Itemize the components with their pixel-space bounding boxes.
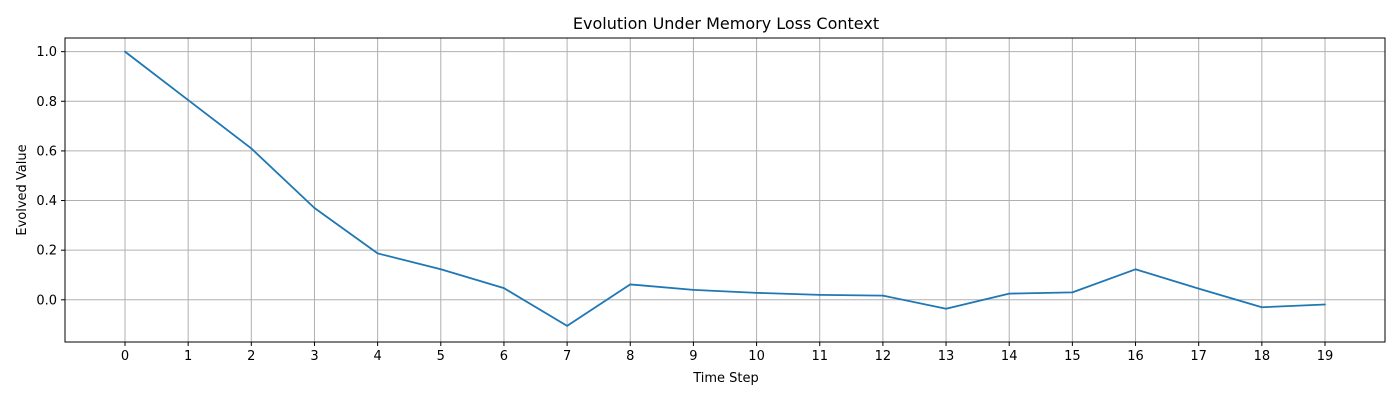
x-axis-label: Time Step [692, 371, 759, 386]
data-point [629, 283, 632, 286]
y-tick-label: 0.2 [36, 244, 57, 259]
x-tick-label: 14 [1001, 349, 1018, 364]
x-axis-ticks: 0 1 2 3 4 5 6 7 8 9 10 11 12 13 14 15 16 17 18 19 [121, 342, 1333, 364]
x-tick-label: 1 [184, 349, 192, 364]
data-point [187, 99, 190, 101]
data-point [945, 307, 947, 310]
plot-frame [64, 37, 1386, 343]
x-tick-label: 0 [121, 349, 129, 364]
y-axis-label: Evolved Value [15, 144, 30, 235]
data-point [250, 147, 253, 150]
x-tick-label: 9 [689, 349, 697, 364]
x-tick-label: 15 [1064, 349, 1081, 364]
data-point [692, 288, 695, 291]
x-tick-label: 3 [310, 349, 318, 364]
x-tick-label: 13 [938, 349, 955, 364]
x-tick-label: 11 [811, 349, 828, 364]
data-point [566, 324, 569, 327]
data-point [1008, 292, 1011, 295]
x-tick-label: 17 [1190, 349, 1207, 364]
x-tick-label: 18 [1254, 349, 1271, 364]
data-point [503, 287, 505, 290]
data-point [1071, 291, 1074, 294]
y-axis-ticks: 0.0 0.2 0.4 0.6 0.8 1.0 [36, 45, 65, 308]
x-tick-label: 12 [875, 349, 892, 364]
y-tick-label: 0.0 [36, 293, 57, 308]
x-tick-label: 6 [500, 349, 508, 364]
data-point [1260, 306, 1263, 309]
x-tick-label: 10 [748, 349, 765, 364]
data-point [376, 252, 379, 255]
y-tick-label: 1.0 [36, 45, 57, 60]
data-point [124, 50, 126, 53]
data-point [1197, 287, 1200, 290]
x-tick-label: 8 [626, 349, 634, 364]
y-tick-label: 0.6 [36, 144, 57, 159]
data-point [439, 268, 442, 271]
data-point [313, 207, 316, 209]
data-point [1134, 268, 1137, 271]
data-point [755, 291, 758, 294]
x-tick-label: 5 [437, 349, 445, 364]
y-tick-label: 0.8 [36, 95, 57, 110]
data-point [881, 294, 884, 297]
x-tick-label: 2 [247, 349, 255, 364]
data-point [818, 293, 821, 296]
data-point [1324, 303, 1326, 306]
x-tick-label: 4 [373, 349, 381, 364]
x-tick-label: 7 [563, 349, 571, 364]
grid-lines [65, 38, 1385, 342]
x-tick-label: 19 [1317, 349, 1334, 364]
chart-title: Evolution Under Memory Loss Context [573, 14, 879, 33]
series-group [124, 50, 1326, 327]
x-tick-label: 16 [1127, 349, 1144, 364]
series-line [124, 50, 1326, 327]
y-tick-label: 0.4 [36, 194, 57, 209]
